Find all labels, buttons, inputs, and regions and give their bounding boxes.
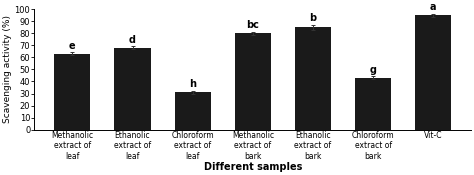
Text: g: g xyxy=(370,65,377,75)
Text: h: h xyxy=(189,79,196,89)
Text: b: b xyxy=(310,13,317,23)
Text: bc: bc xyxy=(246,20,259,30)
X-axis label: Different samples: Different samples xyxy=(204,162,302,172)
Bar xyxy=(295,27,331,130)
Bar xyxy=(174,92,211,130)
Bar xyxy=(415,15,451,130)
Text: a: a xyxy=(430,2,437,12)
Bar xyxy=(355,78,391,130)
Bar xyxy=(55,54,91,130)
Bar xyxy=(115,48,151,130)
Text: d: d xyxy=(129,35,136,45)
Y-axis label: Scavenging activity (%): Scavenging activity (%) xyxy=(3,15,12,123)
Bar xyxy=(235,33,271,130)
Text: e: e xyxy=(69,41,76,51)
